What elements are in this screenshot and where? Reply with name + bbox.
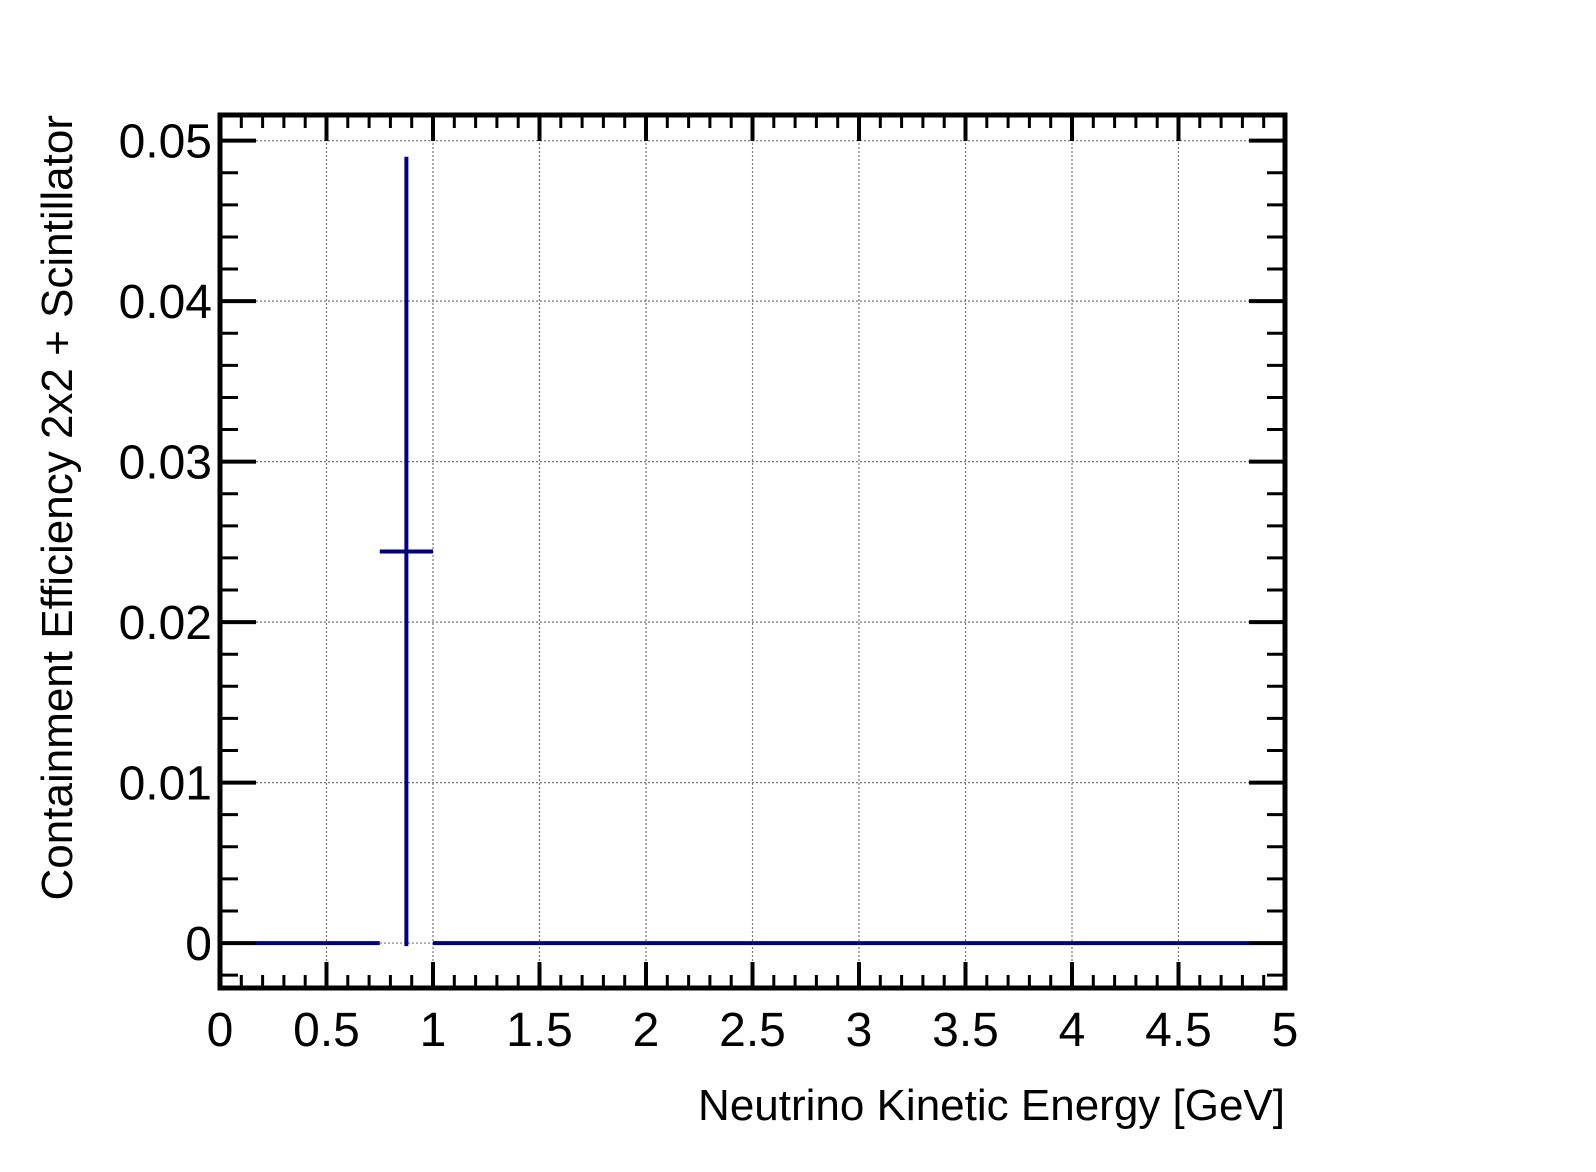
x-tick-label: 5	[1272, 1004, 1299, 1057]
y-tick-label: 0	[185, 918, 212, 971]
x-tick-label: 4	[1059, 1004, 1086, 1057]
y-tick-label: 0.05	[119, 116, 212, 169]
x-tick-label: 0	[207, 1004, 234, 1057]
y-tick-label: 0.01	[119, 758, 212, 811]
x-tick-label: 4.5	[1145, 1004, 1212, 1057]
x-axis-label: Neutrino Kinetic Energy [GeV]	[698, 1081, 1285, 1130]
x-tick-labels: 0 0.5 1 1.5 2 2.5 3 3.5 4 4.5 5	[207, 1004, 1299, 1057]
y-axis-label: Containment Efficiency 2x2 + Scintillato…	[33, 115, 82, 900]
x-tick-label: 2	[633, 1004, 660, 1057]
y-tick-label: 0.03	[119, 437, 212, 490]
x-tick-label: 1.5	[506, 1004, 573, 1057]
y-tick-label: 0.02	[119, 597, 212, 650]
x-tick-label: 0.5	[293, 1004, 360, 1057]
data-series	[255, 156, 1250, 947]
plot-frame	[217, 112, 1288, 991]
x-tick-label: 2.5	[719, 1004, 786, 1057]
y-tick-label: 0.04	[119, 276, 212, 329]
x-tick-label: 3	[846, 1004, 873, 1057]
x-tick-label: 3.5	[932, 1004, 999, 1057]
y-tick-labels: 0 0.01 0.02 0.03 0.04 0.05	[119, 116, 212, 971]
x-tick-label: 1	[420, 1004, 447, 1057]
